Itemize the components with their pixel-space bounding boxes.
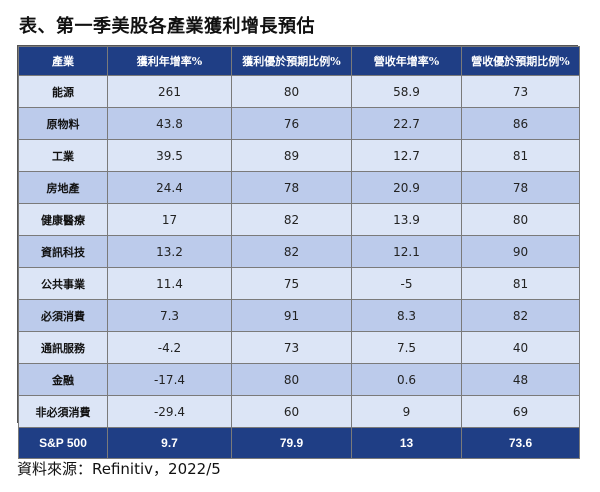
earnings-growth-cell: 261 bbox=[107, 75, 232, 108]
earnings-growth-cell: 39.5 bbox=[107, 139, 232, 172]
earnings-beat-cell: 80 bbox=[231, 75, 352, 108]
sector-cell: 公共事業 bbox=[18, 267, 108, 300]
sector-cell: 健康醫療 bbox=[18, 203, 108, 236]
sector-cell: 通訊服務 bbox=[18, 331, 108, 364]
table-title: 表、第一季美股各產業獲利增長預估 bbox=[19, 16, 315, 37]
earnings-beat-cell: 82 bbox=[231, 235, 352, 268]
earnings-growth-cell: 24.4 bbox=[107, 171, 232, 204]
table-row: 公共事業 11.4 75 -5 81 bbox=[18, 267, 580, 300]
revenue-beat-cell: 86 bbox=[461, 107, 580, 140]
source-note: 資料來源：Refinitiv，2022/5 bbox=[17, 460, 221, 478]
revenue-beat-cell: 80 bbox=[461, 203, 580, 236]
sector-cell: 非必須消費 bbox=[18, 395, 108, 428]
earnings-beat-cell: 78 bbox=[231, 171, 352, 204]
total-revenue-growth-cell: 13 bbox=[351, 427, 462, 459]
revenue-growth-cell: 12.1 bbox=[351, 235, 462, 268]
revenue-growth-cell: 22.7 bbox=[351, 107, 462, 140]
table-row: 通訊服務 -4.2 73 7.5 40 bbox=[18, 331, 580, 364]
earnings-growth-cell: 13.2 bbox=[107, 235, 232, 268]
table-row: 原物料 43.8 76 22.7 86 bbox=[18, 107, 580, 140]
sector-cell: 金融 bbox=[18, 363, 108, 396]
sector-cell: 必須消費 bbox=[18, 299, 108, 332]
earnings-beat-cell: 60 bbox=[231, 395, 352, 428]
earnings-beat-cell: 82 bbox=[231, 203, 352, 236]
earnings-growth-cell: -29.4 bbox=[107, 395, 232, 428]
sector-cell: 房地產 bbox=[18, 171, 108, 204]
earnings-growth-cell: 11.4 bbox=[107, 267, 232, 300]
header-revenue-growth: 營收年增率% bbox=[351, 46, 462, 76]
earnings-beat-cell: 76 bbox=[231, 107, 352, 140]
header-sector: 產業 bbox=[18, 46, 108, 76]
revenue-beat-cell: 81 bbox=[461, 139, 580, 172]
header-earnings-growth: 獲利年增率% bbox=[107, 46, 232, 76]
earnings-beat-cell: 89 bbox=[231, 139, 352, 172]
earnings-growth-cell: -17.4 bbox=[107, 363, 232, 396]
revenue-beat-cell: 40 bbox=[461, 331, 580, 364]
table-row: 金融 -17.4 80 0.6 48 bbox=[18, 363, 580, 396]
revenue-growth-cell: 0.6 bbox=[351, 363, 462, 396]
revenue-growth-cell: 7.5 bbox=[351, 331, 462, 364]
earnings-beat-cell: 91 bbox=[231, 299, 352, 332]
total-earnings-beat-cell: 79.9 bbox=[231, 427, 352, 459]
revenue-beat-cell: 69 bbox=[461, 395, 580, 428]
header-earnings-beat: 獲利優於預期比例% bbox=[231, 46, 352, 76]
earnings-growth-cell: 43.8 bbox=[107, 107, 232, 140]
earnings-beat-cell: 75 bbox=[231, 267, 352, 300]
earnings-growth-cell: 7.3 bbox=[107, 299, 232, 332]
sector-cell: 原物料 bbox=[18, 107, 108, 140]
table-row: 非必須消費 -29.4 60 9 69 bbox=[18, 395, 580, 428]
earnings-table-container: 產業 獲利年增率% 獲利優於預期比例% 營收年增率% 營收優於預期比例% 能源 2… bbox=[17, 45, 580, 459]
total-row: S&P 500 9.7 79.9 13 73.6 bbox=[18, 427, 580, 459]
revenue-beat-cell: 82 bbox=[461, 299, 580, 332]
table-row: 工業 39.5 89 12.7 81 bbox=[18, 139, 580, 172]
revenue-growth-cell: 9 bbox=[351, 395, 462, 428]
revenue-growth-cell: 12.7 bbox=[351, 139, 462, 172]
earnings-growth-cell: 17 bbox=[107, 203, 232, 236]
earnings-beat-cell: 73 bbox=[231, 331, 352, 364]
revenue-growth-cell: 20.9 bbox=[351, 171, 462, 204]
sector-cell: 資訊科技 bbox=[18, 235, 108, 268]
table-row: 能源 261 80 58.9 73 bbox=[18, 75, 580, 108]
header-revenue-beat: 營收優於預期比例% bbox=[461, 46, 580, 76]
revenue-growth-cell: 58.9 bbox=[351, 75, 462, 108]
total-earnings-growth-cell: 9.7 bbox=[107, 427, 232, 459]
revenue-beat-cell: 90 bbox=[461, 235, 580, 268]
earnings-beat-cell: 80 bbox=[231, 363, 352, 396]
total-sector-cell: S&P 500 bbox=[18, 427, 108, 459]
sector-cell: 能源 bbox=[18, 75, 108, 108]
table-row: 健康醫療 17 82 13.9 80 bbox=[18, 203, 580, 236]
revenue-growth-cell: 13.9 bbox=[351, 203, 462, 236]
revenue-growth-cell: -5 bbox=[351, 267, 462, 300]
revenue-beat-cell: 48 bbox=[461, 363, 580, 396]
earnings-table: 產業 獲利年增率% 獲利優於預期比例% 營收年增率% 營收優於預期比例% 能源 2… bbox=[18, 46, 580, 459]
table-row: 房地產 24.4 78 20.9 78 bbox=[18, 171, 580, 204]
revenue-beat-cell: 73 bbox=[461, 75, 580, 108]
revenue-beat-cell: 78 bbox=[461, 171, 580, 204]
table-row: 資訊科技 13.2 82 12.1 90 bbox=[18, 235, 580, 268]
earnings-growth-cell: -4.2 bbox=[107, 331, 232, 364]
total-revenue-beat-cell: 73.6 bbox=[461, 427, 580, 459]
revenue-growth-cell: 8.3 bbox=[351, 299, 462, 332]
revenue-beat-cell: 81 bbox=[461, 267, 580, 300]
table-row: 必須消費 7.3 91 8.3 82 bbox=[18, 299, 580, 332]
header-row: 產業 獲利年增率% 獲利優於預期比例% 營收年增率% 營收優於預期比例% bbox=[18, 46, 580, 76]
sector-cell: 工業 bbox=[18, 139, 108, 172]
